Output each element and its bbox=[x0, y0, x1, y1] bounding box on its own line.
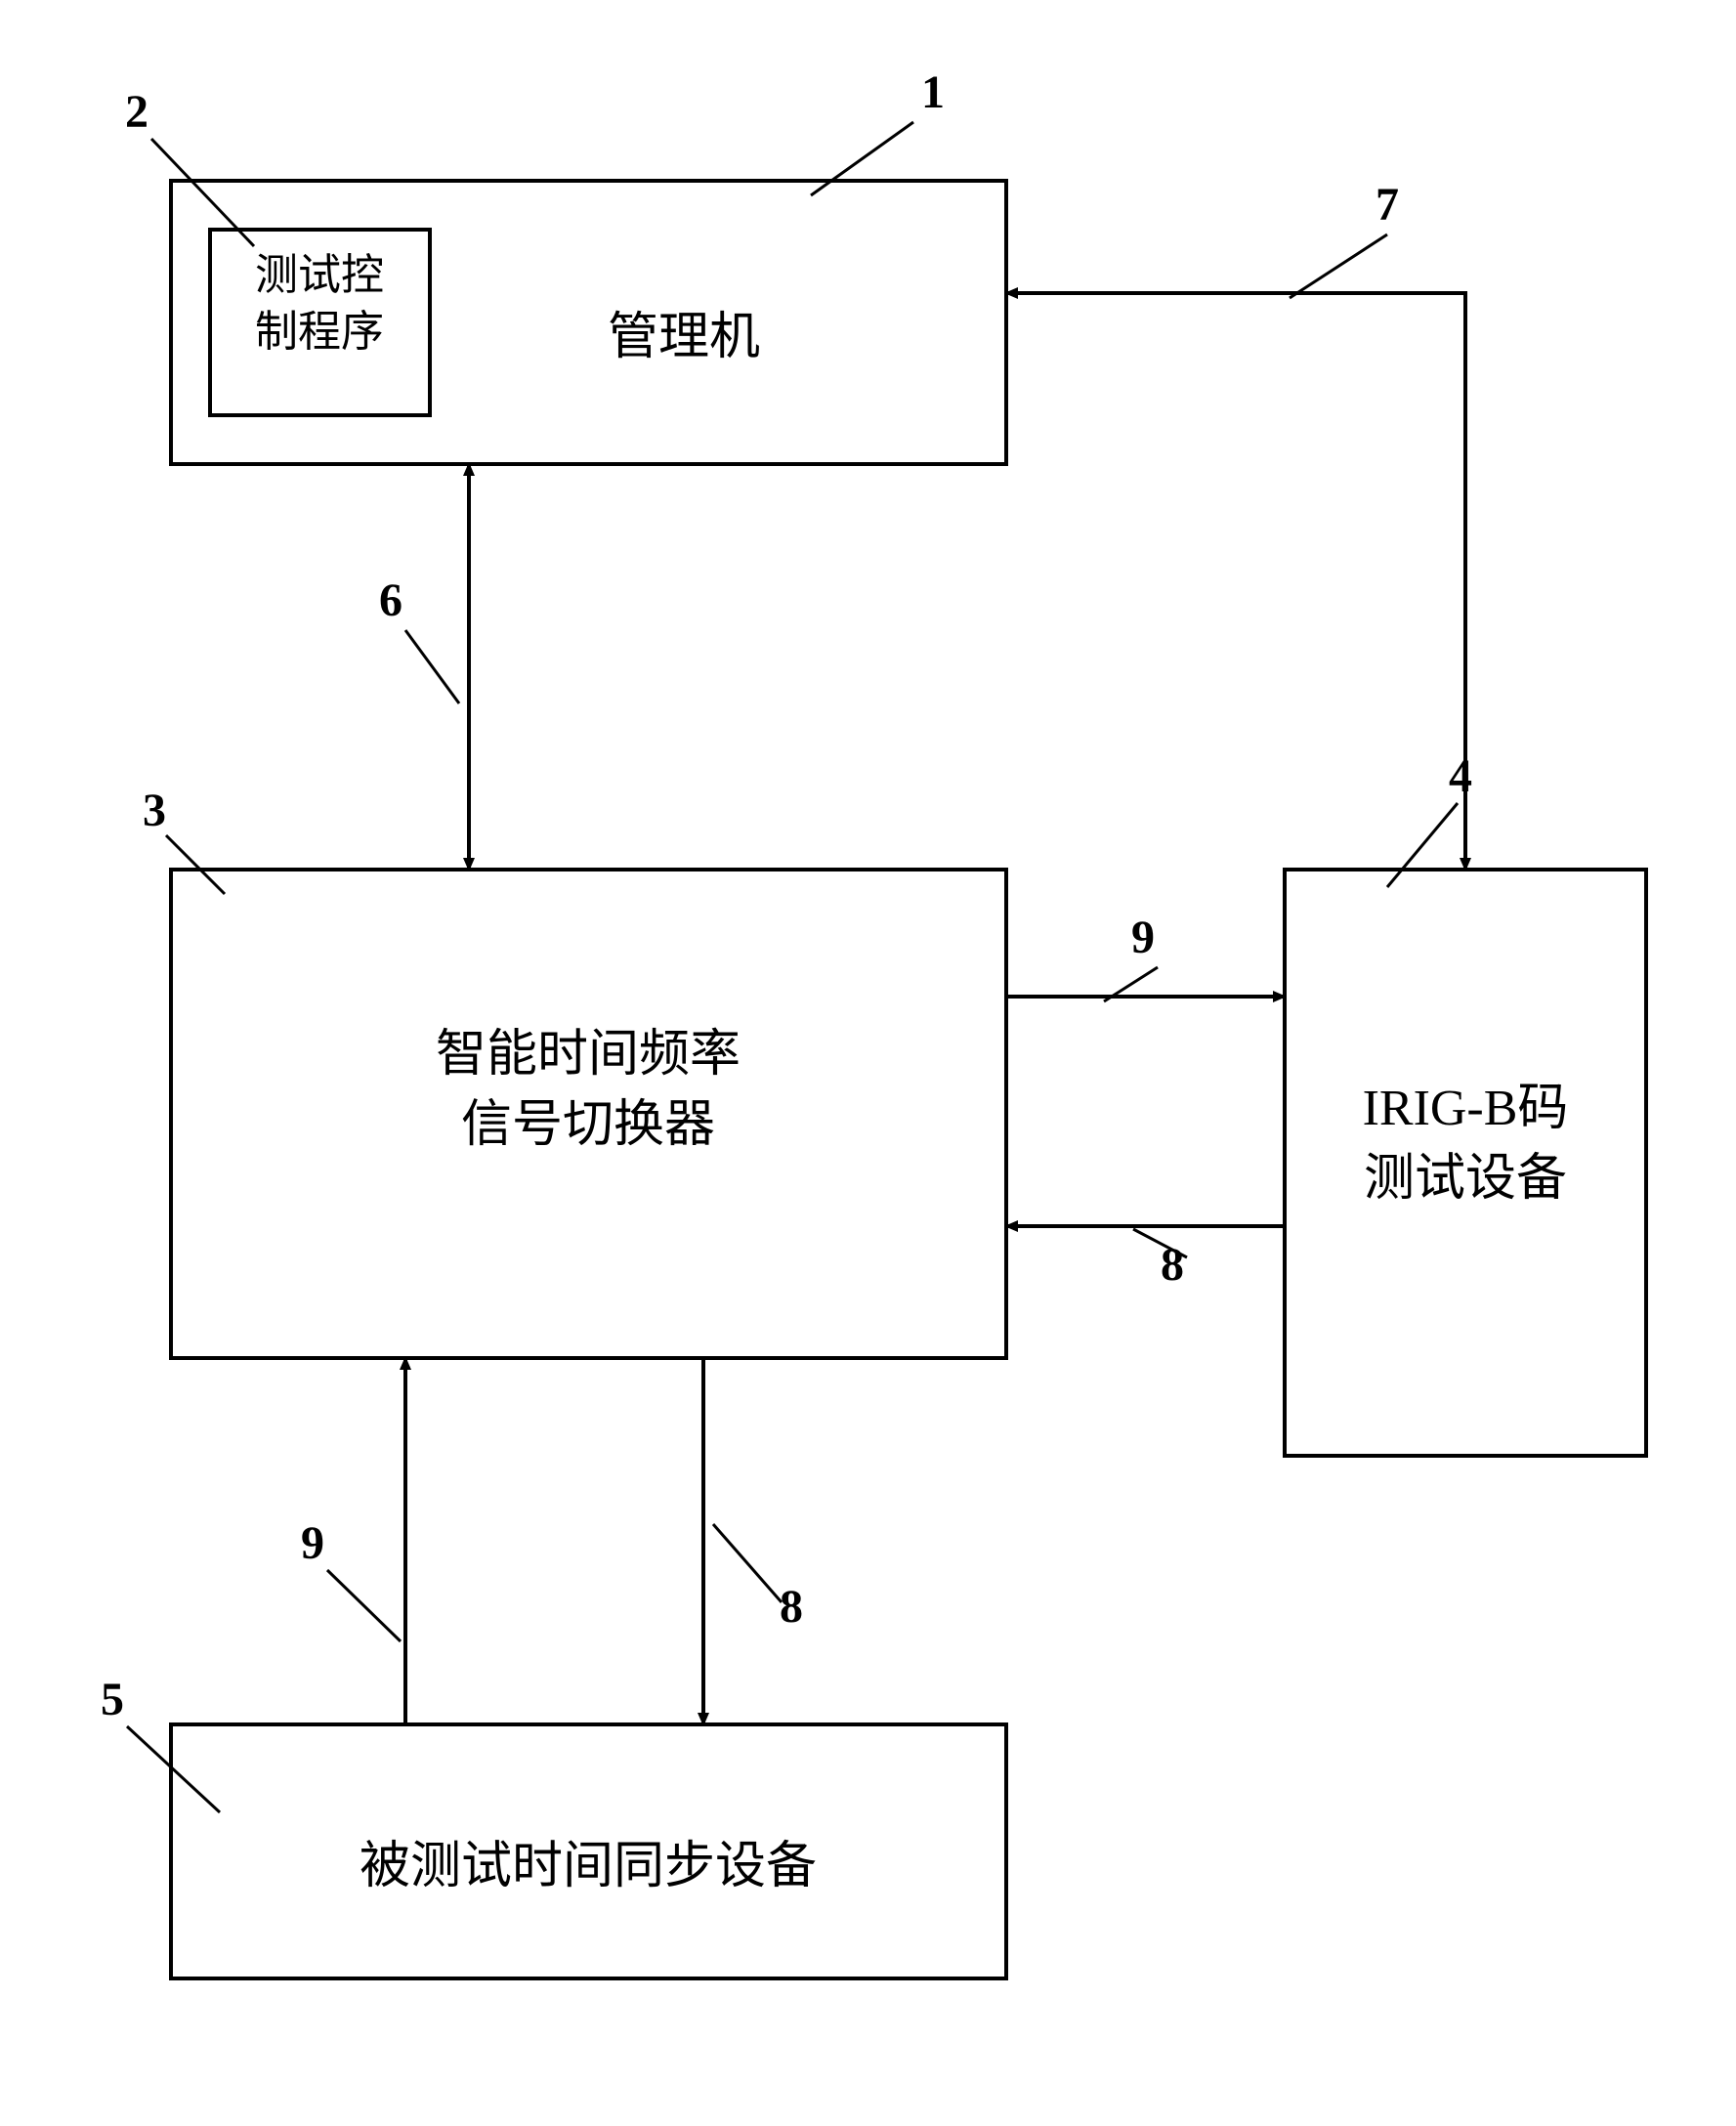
callout-leader-1 bbox=[811, 122, 913, 195]
callout-num-8: 8 bbox=[780, 1581, 803, 1633]
callout-leader-3 bbox=[166, 835, 225, 894]
callout-num-9: 9 bbox=[1131, 912, 1155, 963]
switcher-label: 智能时间频率 bbox=[436, 1027, 741, 1083]
callout-num-8: 8 bbox=[1161, 1239, 1184, 1291]
callout-leader-4 bbox=[1387, 803, 1458, 887]
switcher-label: 信号切换器 bbox=[461, 1097, 715, 1153]
callout-num-3: 3 bbox=[143, 785, 166, 836]
test_prog-label: 测试控 bbox=[255, 251, 384, 299]
callout-num-5: 5 bbox=[101, 1674, 124, 1725]
callout-num-7: 7 bbox=[1376, 179, 1399, 231]
irigb-label: 测试设备 bbox=[1364, 1151, 1567, 1207]
manager-label: 管理机 bbox=[608, 310, 760, 365]
callout-num-6: 6 bbox=[379, 574, 402, 626]
callout-num-1: 1 bbox=[921, 66, 945, 118]
connector-c7 bbox=[1006, 293, 1465, 870]
dut-label: 被测试时间同步设备 bbox=[360, 1839, 817, 1894]
callout-num-4: 4 bbox=[1449, 750, 1472, 802]
callout-leader-6 bbox=[405, 630, 459, 703]
irigb-label: IRIG-B码 bbox=[1363, 1081, 1569, 1136]
callout-leader-9 bbox=[327, 1570, 401, 1641]
callout-leader-2 bbox=[151, 139, 254, 246]
callout-num-9: 9 bbox=[301, 1517, 324, 1569]
callout-leader-5 bbox=[127, 1726, 220, 1812]
callout-leader-8 bbox=[713, 1524, 782, 1602]
callout-leader-7 bbox=[1290, 234, 1387, 298]
callout-num-2: 2 bbox=[125, 86, 148, 138]
test_prog-label: 制程序 bbox=[255, 308, 384, 356]
